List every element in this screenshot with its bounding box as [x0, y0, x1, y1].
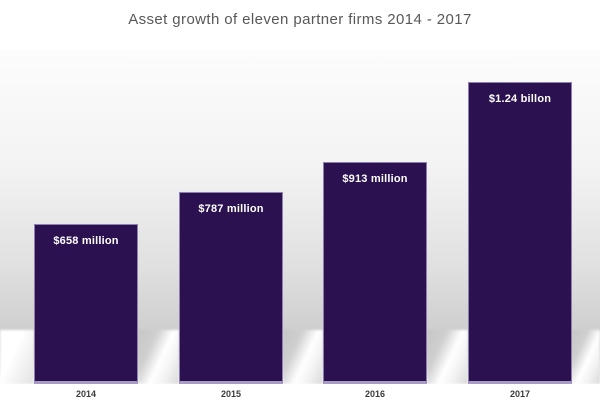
bar-2016: $913 million	[323, 162, 427, 384]
floor-shadow-2014	[138, 330, 179, 384]
bar-2015: $787 million	[179, 192, 283, 384]
floor-highlight-left	[0, 330, 34, 384]
x-axis-label-2017: 2017	[509, 389, 531, 399]
floor-shadow-2017	[572, 330, 600, 384]
x-axis: 2014 2015 2016 2017	[0, 384, 600, 409]
x-axis-label-2015: 2015	[220, 389, 242, 399]
bar-value-label: $913 million	[342, 173, 408, 185]
floor-shadow-2016	[427, 330, 468, 384]
floor-shadow-2015	[283, 330, 323, 384]
x-axis-label-2014: 2014	[75, 389, 97, 399]
plot-area: $658 million $787 million $913 million $1.2…	[0, 50, 600, 384]
chart-title: Asset growth of eleven partner firms 201…	[128, 11, 472, 28]
bar-2017: $1.24 billon	[468, 82, 572, 384]
bar-value-label: $1.24 billon	[488, 93, 552, 105]
x-axis-label-2016: 2016	[364, 389, 386, 399]
bar-value-label: $787 million	[198, 203, 264, 215]
bar-value-label: $658 million	[53, 235, 119, 247]
bar-2014: $658 million	[34, 224, 138, 384]
